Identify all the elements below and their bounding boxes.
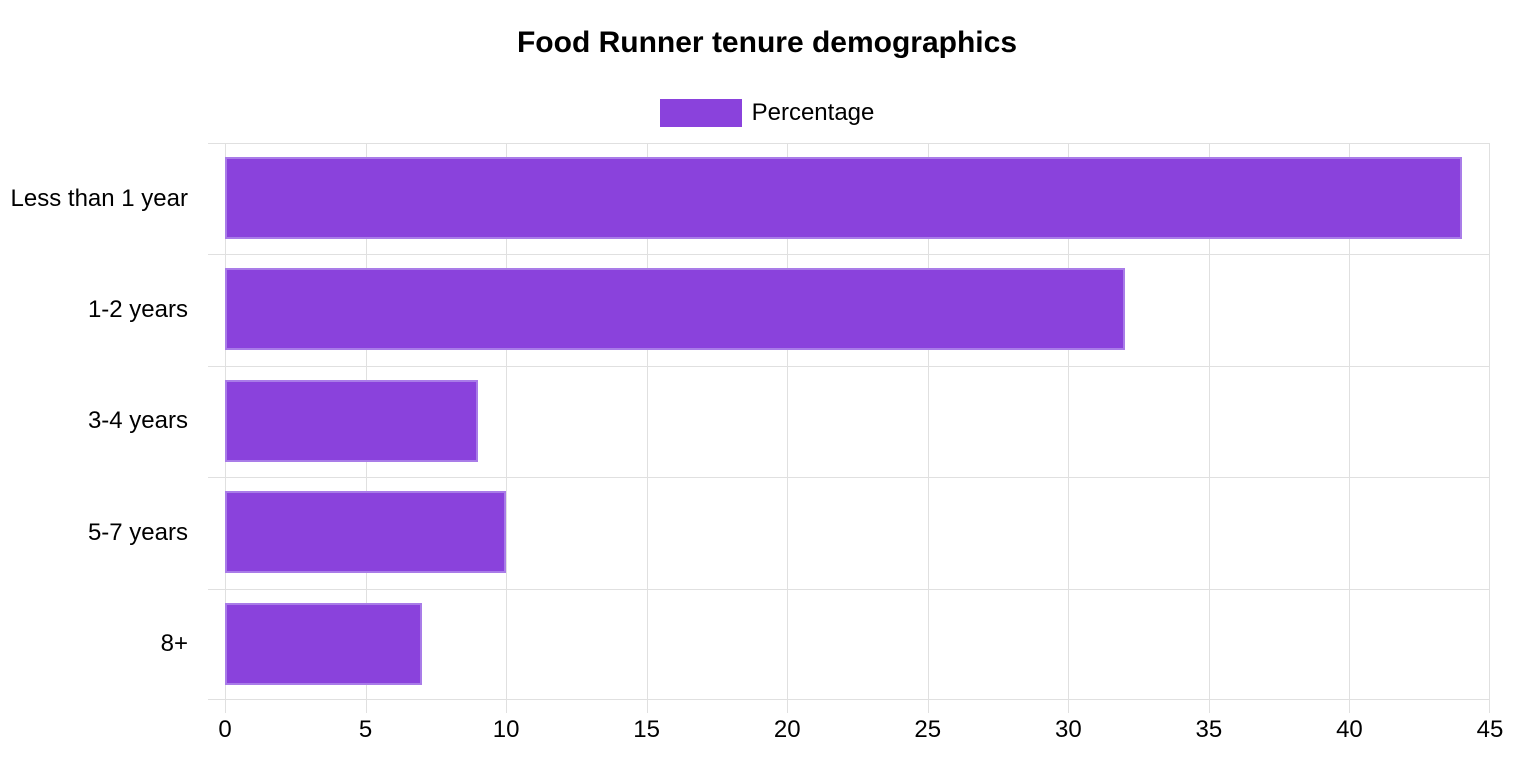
bar-3-4-years[interactable] [225,379,478,462]
bar-8[interactable] [225,602,422,685]
category-label-3-4-years: 3-4 years [87,407,188,435]
x-tick-label-0: 0 [218,716,232,743]
x-tick-label-5: 5 [358,716,373,743]
gridline-x-30 [1068,143,1070,713]
x-tick-label-30: 30 [1054,716,1082,743]
bar-less-than-1-year[interactable] [225,157,1462,239]
gridline-row-3 [208,477,1490,479]
gridline-row-1 [208,254,1490,256]
x-tick-label-15: 15 [633,716,661,743]
x-tick-label-20: 20 [773,716,801,743]
x-tick-label-40: 40 [1336,716,1363,743]
bar-1-2-years[interactable] [225,268,1125,351]
gridline-row-2 [208,365,1490,367]
legend[interactable]: Percentage [0,99,1534,127]
legend-label: Percentage [751,99,875,126]
gridline-x-35 [1208,143,1210,713]
legend-swatch-icon [659,99,742,127]
y-axis-labels: Less than 1 year 1-2 years 3-4 years 5-7 ye… [0,143,208,700]
x-tick-label-25: 25 [914,716,942,743]
gridline-x-20 [787,143,789,713]
bar-5-7-years[interactable] [225,491,507,574]
category-label-1-2-years: 1-2 years [87,296,188,324]
category-label-8: 8+ [160,630,188,658]
chart-title: Food Runner tenure demographics [516,26,1018,59]
gridline-x-15 [646,143,648,713]
x-axis-labels: 0 5 10 15 20 25 30 35 40 45 [218,716,1503,748]
x-tick-label-10: 10 [492,716,520,743]
plot-area [208,143,1490,713]
category-label-5-7-years: 5-7 years [87,518,188,546]
gridline-x-45 [1489,143,1490,713]
gridline-row-4 [208,588,1490,590]
gridline-x-40 [1349,143,1351,713]
gridline-x-25 [927,143,929,713]
gridline-row-5 [208,699,1490,700]
x-tick-label-45: 45 [1476,716,1504,743]
gridline-row-0 [208,143,1490,144]
x-tick-label-35: 35 [1195,716,1223,743]
category-label-less-than-1-year: Less than 1 year [10,184,188,212]
gridline-x-10 [506,143,508,713]
